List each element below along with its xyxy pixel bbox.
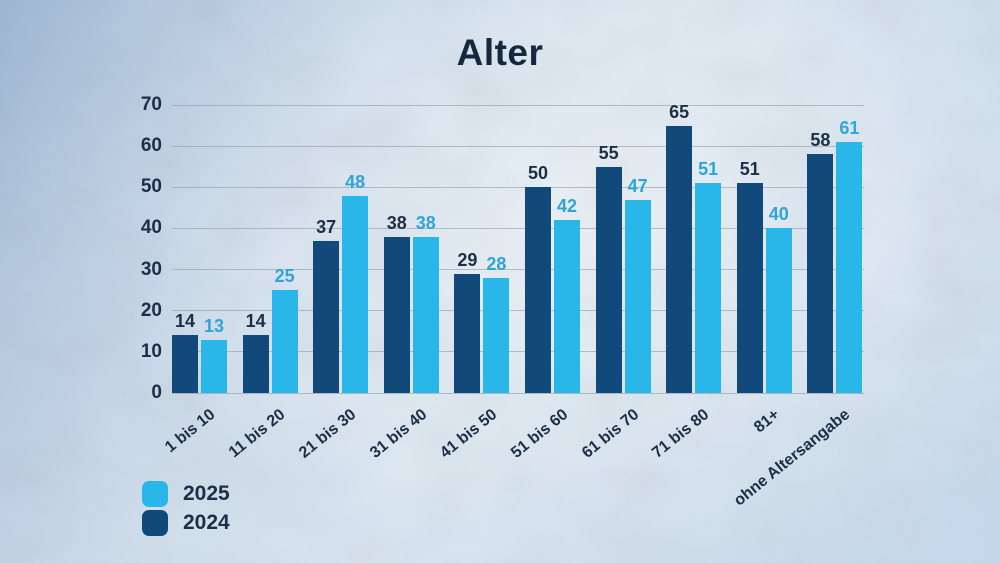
bar-2024-ohne-altersangabe [807, 154, 834, 393]
y-tick-label-70: 70 [140, 94, 162, 115]
bar-value-2024-51-bis-60: 50 [527, 163, 549, 184]
y-tick-label-10: 10 [140, 340, 162, 362]
legend-item-2025: 2025 [142, 480, 230, 507]
bar-value-2024-61-bis-70: 55 [598, 142, 619, 163]
bar-value-2024-11-bis-20: 14 [245, 311, 266, 332]
bar-value-2025-41-bis-50: 28 [486, 253, 507, 274]
bar-value-2024-21-bis-30: 37 [316, 216, 337, 237]
bar-2024-21-bis-30 [313, 240, 340, 393]
y-tick-label-0: 0 [151, 382, 162, 403]
legend-label-2024: 2024 [183, 511, 230, 534]
y-tick-label-60: 60 [140, 135, 162, 157]
x-tick-label-61-bis-70: 61 bis 70 [578, 406, 642, 462]
bar-2025-81+ [765, 228, 792, 393]
x-tick-label-51-bis-60: 51 bis 60 [507, 406, 572, 462]
chart-title: Alter [456, 32, 544, 73]
bar-2024-61-bis-70 [595, 166, 622, 393]
bar-value-2025-51-bis-60: 42 [556, 196, 578, 217]
chart-legend: 2025 2024 [142, 480, 230, 538]
bar-2025-71-bis-80 [695, 183, 722, 393]
bar-2025-ohne-altersangabe [836, 142, 863, 393]
y-tick-label-50: 50 [140, 176, 162, 198]
bar-value-2025-81+: 40 [768, 204, 789, 225]
bar-value-2025-1-bis-10: 13 [203, 315, 225, 336]
x-tick-label-21-bis-30: 21 bis 30 [296, 406, 360, 462]
x-tick-label-11-bis-20: 11 bis 20 [226, 406, 289, 462]
gridline-70 [172, 104, 864, 106]
bar-2025-51-bis-60 [554, 220, 580, 393]
x-tick-label-41-bis-50: 41 bis 50 [437, 406, 501, 462]
bar-2024-11-bis-20 [242, 335, 269, 393]
bar-2025-1-bis-10 [201, 339, 227, 393]
bar-2024-1-bis-10 [172, 335, 198, 393]
legend-label-2025: 2025 [183, 482, 230, 505]
gridline-60 [172, 145, 864, 147]
x-tick-label-31-bis-40: 31 bis 40 [366, 406, 431, 462]
bar-2024-51-bis-60 [525, 187, 551, 393]
bar-2025-61-bis-70 [624, 199, 651, 393]
bar-value-2025-21-bis-30: 48 [345, 171, 366, 192]
bar-value-2024-71-bis-80: 65 [669, 101, 690, 122]
x-tick-label-1-bis-10: 1 bis 10 [161, 406, 219, 457]
bar-value-2025-31-bis-40: 38 [415, 212, 436, 233]
bar-value-2025-71-bis-80: 51 [698, 159, 719, 180]
bar-2025-11-bis-20 [271, 290, 298, 393]
x-tick-label-71-bis-80: 71 bis 80 [649, 406, 713, 462]
legend-swatch-2024 [142, 509, 168, 536]
bar-value-2025-61-bis-70: 47 [627, 175, 648, 196]
bar-value-2025-ohne-altersangabe: 61 [839, 118, 860, 139]
bar-2024-41-bis-50 [454, 273, 481, 393]
y-tick-label-20: 20 [140, 299, 162, 321]
y-tick-label-30: 30 [140, 258, 162, 280]
x-tick-label-81+: 81+ [751, 406, 784, 437]
legend-item-2024: 2024 [142, 509, 230, 536]
bar-value-2025-11-bis-20: 25 [274, 266, 295, 287]
legend-swatch-2025 [142, 480, 168, 507]
bar-2024-31-bis-40 [383, 236, 410, 393]
x-tick-label-ohne-altersangabe: ohne Altersangabe [731, 406, 854, 510]
y-tick-label-40: 40 [140, 217, 162, 239]
bar-2025-31-bis-40 [412, 236, 439, 393]
bar-2025-41-bis-50 [483, 277, 510, 393]
bar-value-2024-81+: 51 [739, 159, 760, 180]
